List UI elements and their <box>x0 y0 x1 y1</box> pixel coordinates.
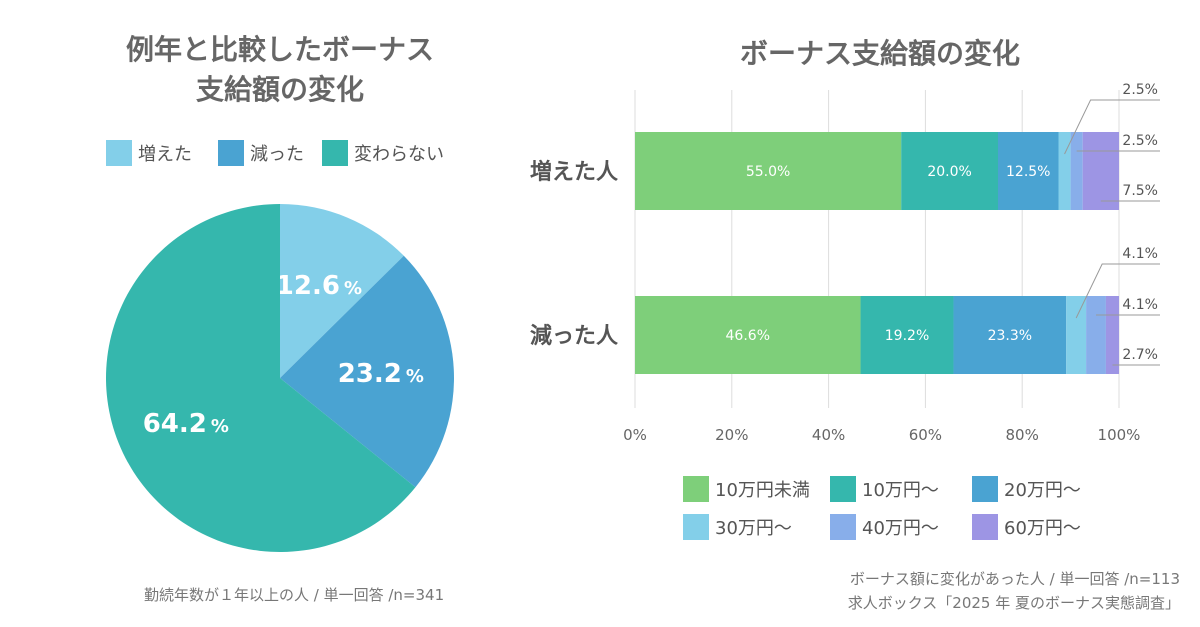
bar-data-label: 2.5% <box>1122 133 1158 149</box>
bar-legend-swatch <box>972 514 998 540</box>
bar-category-label: 増えた人 <box>530 159 618 185</box>
bar-segment <box>1070 132 1083 210</box>
pie-chart: 12.6 % 23.2 % 64.2% <box>105 204 455 553</box>
bar-segment <box>901 132 998 210</box>
pie-chart-note: 勤続年数が１年以上の人 / 単一回答 /n=341 <box>144 586 445 604</box>
bar-legend-item: 10万円未満 <box>683 476 810 502</box>
pie-slice-label: 23.2% <box>338 359 424 389</box>
pie-legend-label: 変わらない <box>354 144 444 165</box>
bar-legend-item: 10万円〜 <box>830 476 939 502</box>
bar-data-label: 19.2% <box>885 328 929 344</box>
bar-data-label: 20.0% <box>927 164 971 180</box>
bar-x-tick-label: 80% <box>1006 426 1039 444</box>
bar-data-label: 46.6% <box>726 328 770 344</box>
pie-legend-swatch <box>322 140 348 166</box>
pie-legend-item: 減った <box>218 140 304 166</box>
bar-leader-line <box>1075 263 1160 319</box>
bar-legend-swatch <box>683 476 709 502</box>
bar-data-label: 55.0% <box>746 164 790 180</box>
bar-legend-label: 60万円〜 <box>1004 518 1081 539</box>
bar-chart-note-1: ボーナス額に変化があった人 / 単一回答 /n=113 <box>849 570 1180 588</box>
bar-legend-swatch <box>830 476 856 502</box>
bar-segment <box>998 132 1059 210</box>
bar-legend-swatch <box>972 476 998 502</box>
bar-legend-label: 20万円〜 <box>1004 480 1081 501</box>
pie-legend-label: 減った <box>250 144 304 165</box>
bar-data-label: 7.5% <box>1122 183 1158 199</box>
bar-legend-item: 60万円〜 <box>972 514 1081 540</box>
bar-legend-item: 30万円〜 <box>683 514 792 540</box>
pie-legend-label: 増えた <box>138 144 192 165</box>
pie-chart-title-line1: 例年と比較したボーナス <box>125 33 434 66</box>
bar-data-label: 4.1% <box>1122 246 1158 262</box>
bar-legend-item: 40万円〜 <box>830 514 939 540</box>
bar-segment <box>1086 296 1106 374</box>
bar-legend-swatch <box>683 514 709 540</box>
bar-legend-item: 20万円〜 <box>972 476 1081 502</box>
pie-slice <box>280 255 455 488</box>
pie-slice-label: 64.2% <box>143 409 229 439</box>
bar-segment <box>635 296 861 374</box>
bar-legend-label: 40万円〜 <box>862 518 939 539</box>
bar-segment <box>860 296 954 374</box>
bar-segment <box>1058 132 1071 210</box>
bar-x-tick-label: 60% <box>909 426 942 444</box>
bar-legend-label: 30万円〜 <box>715 518 792 539</box>
bar-legend-label: 10万円〜 <box>862 480 939 501</box>
bar-legend-swatch <box>830 514 856 540</box>
pie-slice-label: 12.6% <box>276 271 362 301</box>
bar-data-label: 4.1% <box>1122 297 1158 313</box>
bar-data-label: 2.7% <box>1122 347 1158 363</box>
bar-data-label: 23.3% <box>988 328 1032 344</box>
pie-slice <box>280 204 404 378</box>
pie-legend-swatch <box>218 140 244 166</box>
bar-chart-note-2: 求人ボックス「2025 年 夏のボーナス実態調査」 <box>847 594 1180 612</box>
bar-leader-line <box>1064 99 1160 155</box>
pie-slice <box>105 204 416 553</box>
bar-segment <box>635 132 902 210</box>
bar-data-label: 2.5% <box>1122 82 1158 98</box>
bar-x-tick-label: 40% <box>812 426 845 444</box>
bar-segment <box>1066 296 1087 374</box>
bar-x-tick-label: 0% <box>623 426 647 444</box>
pie-legend-item: 変わらない <box>322 140 444 166</box>
bar-segment <box>1082 132 1119 210</box>
bar-x-tick-label: 20% <box>715 426 748 444</box>
bar-data-label: 12.5% <box>1006 164 1050 180</box>
pie-chart-title-line2: 支給額の変化 <box>195 73 364 106</box>
bar-segment <box>953 296 1067 374</box>
pie-chart-title: 例年と比較したボーナス 支給額の変化 <box>80 30 480 110</box>
pie-legend-item: 増えた <box>106 140 192 166</box>
bar-category-label: 減った人 <box>530 324 618 349</box>
pie-legend-swatch <box>106 140 132 166</box>
bar-segment <box>1105 296 1119 374</box>
bar-legend-label: 10万円未満 <box>715 480 810 501</box>
bar-x-tick-label: 100% <box>1098 426 1141 444</box>
bar-chart-title: ボーナス支給額の変化 <box>739 37 1020 70</box>
